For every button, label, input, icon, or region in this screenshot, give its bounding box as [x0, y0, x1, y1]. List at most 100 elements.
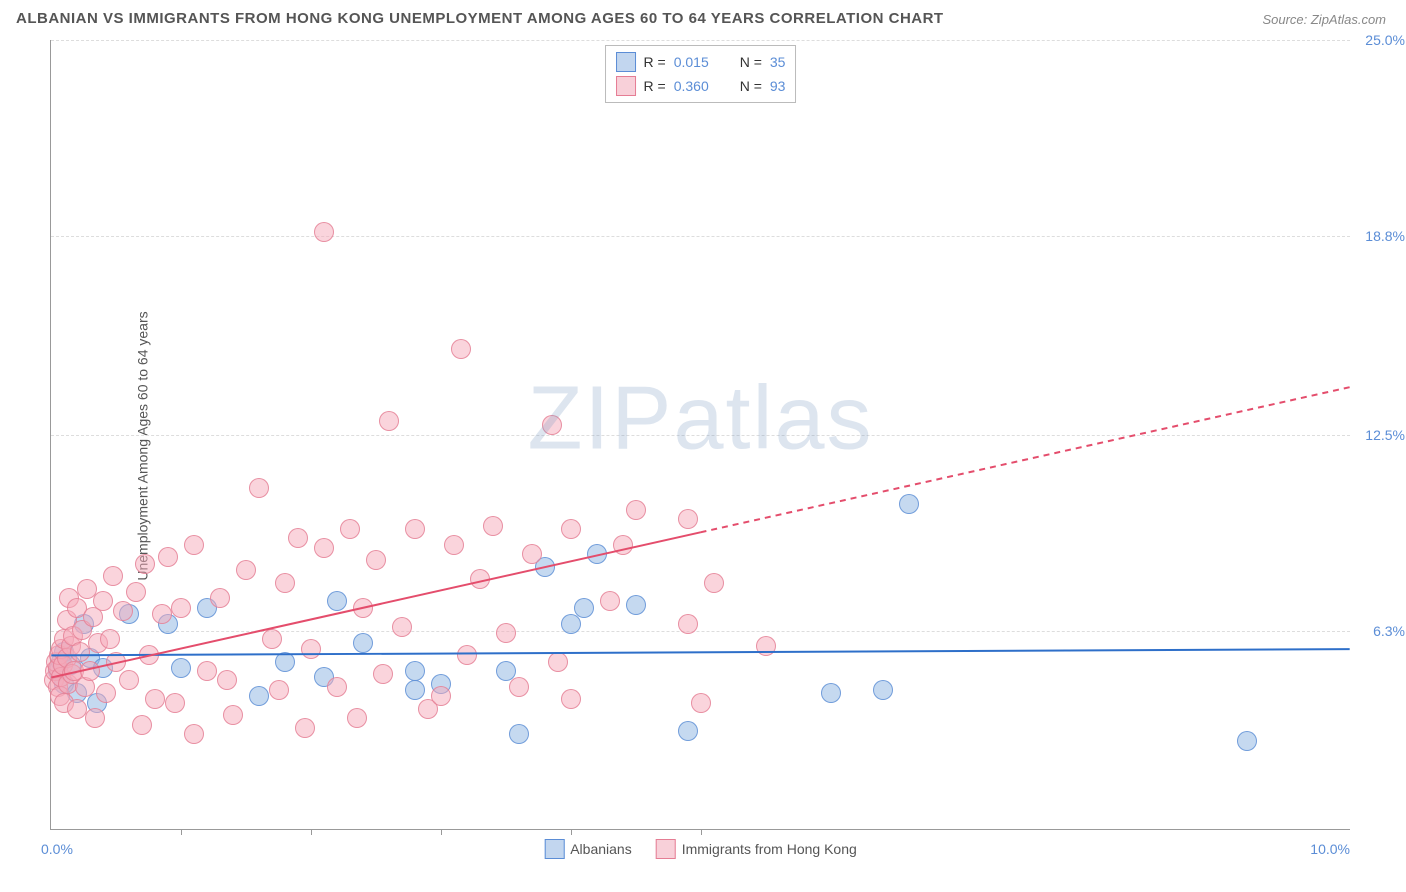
data-point — [756, 636, 776, 656]
n-label: N = — [740, 54, 762, 70]
data-point — [340, 519, 360, 539]
data-point — [548, 652, 568, 672]
data-point — [314, 222, 334, 242]
x-tick — [181, 829, 182, 835]
data-point — [236, 560, 256, 580]
watermark: ZIPatlas — [527, 367, 873, 470]
data-point — [126, 582, 146, 602]
data-point — [431, 686, 451, 706]
swatch-blue-icon — [544, 839, 564, 859]
x-tick — [701, 829, 702, 835]
data-point — [113, 601, 133, 621]
data-point — [561, 614, 581, 634]
y-tick-label: 18.8% — [1355, 228, 1405, 244]
r-value-blue: 0.015 — [674, 54, 724, 70]
data-point — [509, 724, 529, 744]
data-point — [405, 661, 425, 681]
swatch-pink-icon — [616, 76, 636, 96]
data-point — [509, 677, 529, 697]
data-point — [106, 652, 126, 672]
legend-series: Albanians Immigrants from Hong Kong — [544, 839, 857, 859]
data-point — [249, 478, 269, 498]
data-point — [353, 598, 373, 618]
data-point — [405, 680, 425, 700]
legend-correlation: R = 0.015 N = 35 R = 0.360 N = 93 — [605, 45, 797, 103]
legend-row-blue: R = 0.015 N = 35 — [616, 50, 786, 74]
data-point — [678, 509, 698, 529]
data-point — [704, 573, 724, 593]
data-point — [67, 699, 87, 719]
data-point — [96, 683, 116, 703]
data-point — [574, 598, 594, 618]
data-point — [873, 680, 893, 700]
data-point — [210, 588, 230, 608]
data-point — [587, 544, 607, 564]
swatch-pink-icon — [656, 839, 676, 859]
x-tick — [441, 829, 442, 835]
data-point — [165, 693, 185, 713]
gridline — [51, 236, 1350, 237]
y-tick-label: 6.3% — [1355, 623, 1405, 639]
data-point — [678, 721, 698, 741]
data-point — [119, 670, 139, 690]
data-point — [327, 591, 347, 611]
data-point — [100, 629, 120, 649]
data-point — [561, 689, 581, 709]
legend-item-hongkong: Immigrants from Hong Kong — [656, 839, 857, 859]
data-point — [1237, 731, 1257, 751]
data-point — [80, 661, 100, 681]
data-point — [444, 535, 464, 555]
data-point — [93, 591, 113, 611]
data-point — [542, 415, 562, 435]
data-point — [262, 629, 282, 649]
data-point — [457, 645, 477, 665]
y-tick-label: 12.5% — [1355, 427, 1405, 443]
data-point — [184, 535, 204, 555]
source-attribution: Source: ZipAtlas.com — [1262, 12, 1386, 27]
x-max-label: 10.0% — [1310, 841, 1350, 857]
data-point — [275, 652, 295, 672]
data-point — [85, 708, 105, 728]
data-point — [899, 494, 919, 514]
data-point — [135, 554, 155, 574]
data-point — [152, 604, 172, 624]
legend-label: Albanians — [570, 841, 632, 857]
data-point — [288, 528, 308, 548]
data-point — [821, 683, 841, 703]
data-point — [145, 689, 165, 709]
data-point — [295, 718, 315, 738]
data-point — [470, 569, 490, 589]
data-point — [626, 500, 646, 520]
data-point — [373, 664, 393, 684]
data-point — [158, 547, 178, 567]
data-point — [197, 661, 217, 681]
data-point — [691, 693, 711, 713]
data-point — [70, 642, 90, 662]
legend-row-pink: R = 0.360 N = 93 — [616, 74, 786, 98]
data-point — [613, 535, 633, 555]
data-point — [678, 614, 698, 634]
r-label: R = — [644, 54, 666, 70]
n-value-pink: 93 — [770, 78, 786, 94]
data-point — [132, 715, 152, 735]
data-point — [139, 645, 159, 665]
data-point — [561, 519, 581, 539]
data-point — [269, 680, 289, 700]
legend-label: Immigrants from Hong Kong — [682, 841, 857, 857]
gridline — [51, 40, 1350, 41]
data-point — [171, 598, 191, 618]
watermark-atlas: atlas — [673, 368, 873, 468]
data-point — [483, 516, 503, 536]
data-point — [392, 617, 412, 637]
chart-title: ALBANIAN VS IMMIGRANTS FROM HONG KONG UN… — [16, 10, 944, 27]
data-point — [171, 658, 191, 678]
data-point — [496, 623, 516, 643]
data-point — [353, 633, 373, 653]
r-label: R = — [644, 78, 666, 94]
gridline — [51, 631, 1350, 632]
data-point — [275, 573, 295, 593]
plot-area: ZIPatlas R = 0.015 N = 35 R = 0.360 N = … — [50, 40, 1350, 830]
legend-item-albanians: Albanians — [544, 839, 632, 859]
x-tick — [571, 829, 572, 835]
data-point — [626, 595, 646, 615]
